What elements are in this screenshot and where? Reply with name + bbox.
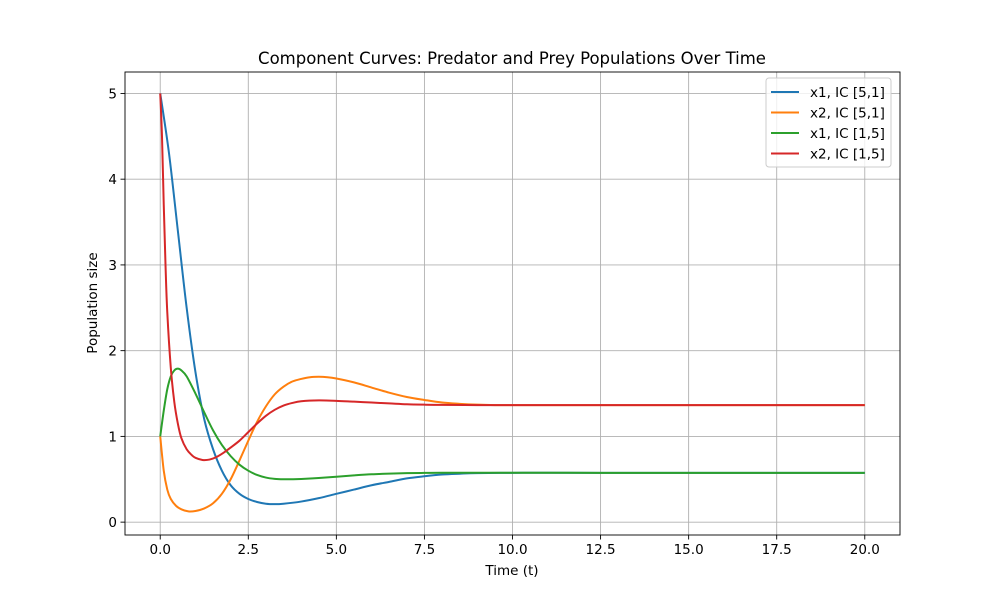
x-tick-label: 0.0	[149, 542, 170, 558]
y-tick-label: 3	[108, 258, 117, 274]
x-tick-label: 17.5	[762, 542, 792, 558]
legend-label: x1, IC [5,1]	[810, 85, 885, 101]
x-tick-label: 2.5	[238, 542, 259, 558]
legend-label: x2, IC [1,5]	[810, 147, 885, 163]
axis-ticks: 0.0 2.5 5.0 7.5 10.0 12.5 15.0 17.5 20.0 0 1 2 3 4 5	[108, 86, 879, 558]
y-tick-label: 0	[108, 515, 117, 531]
legend-label: x2, IC [5,1]	[810, 106, 885, 122]
x-axis-label: Time (t)	[484, 563, 538, 579]
x-tick-label: 15.0	[674, 542, 704, 558]
x-tick-label: 7.5	[414, 542, 435, 558]
x-tick-label: 5.0	[326, 542, 347, 558]
x-tick-label: 10.0	[497, 542, 527, 558]
legend-label: x1, IC [1,5]	[810, 126, 885, 142]
series-line-3	[159, 367, 865, 481]
x-tick-label: 20.0	[850, 542, 880, 558]
legend-box	[765, 77, 892, 168]
y-tick-label: 5	[108, 86, 117, 102]
y-tick-label: 4	[108, 172, 117, 188]
series-line-4	[159, 93, 865, 462]
x-tick-label: 12.5	[586, 542, 616, 558]
y-tick-label: 1	[108, 429, 117, 445]
legend: x1, IC [5,1] x2, IC [5,1] x1, IC [1,5] x2, …	[765, 77, 892, 168]
chart-title: Component Curves: Predator and Prey Popu…	[258, 49, 766, 68]
y-axis-label: Population size	[85, 252, 101, 353]
series-lines	[159, 93, 865, 513]
y-tick-label: 2	[108, 344, 117, 360]
